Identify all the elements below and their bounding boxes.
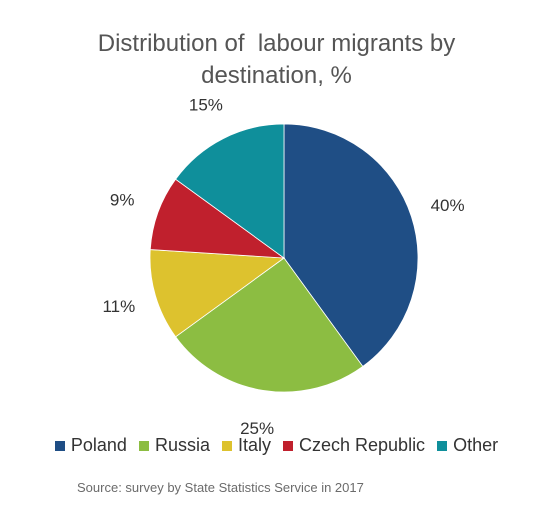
chart-title-line-2: destination, %	[201, 62, 352, 89]
legend-label: Russia	[154, 435, 210, 455]
legend-swatch	[221, 440, 232, 451]
data-label-russia: 25%	[240, 419, 274, 438]
legend-item-russia: Russia	[138, 435, 210, 456]
pie-slice-russia	[175, 257, 364, 393]
pie-slice-poland	[283, 123, 419, 367]
data-label-poland: 40%	[431, 196, 465, 215]
legend-label: Czech Republic	[299, 435, 426, 455]
legend-label: Poland	[70, 435, 127, 455]
legend-item-other: Other	[437, 435, 498, 456]
pie-slice-other	[175, 123, 285, 259]
pie-slice-italy	[149, 249, 286, 338]
chart-title-line-1: Distribution of labour migrants by	[97, 30, 456, 57]
legend-item-czech-republic: Czech Republic	[283, 435, 425, 456]
legend-label: Other	[453, 435, 499, 455]
legend-swatch	[283, 440, 293, 451]
source-note: Source: survey by State Statistics Servi…	[77, 480, 364, 495]
data-label-czech-republic: 9%	[110, 191, 135, 210]
chart-legend: Poland Russia Italy Czech Republic Other	[0, 435, 553, 456]
data-label-italy: 11%	[102, 297, 135, 316]
chart-title: Distribution of labour migrants by desti…	[0, 28, 553, 92]
legend-item-poland: Poland	[54, 435, 127, 456]
data-label-other: 15%	[189, 96, 223, 115]
legend-swatch	[54, 440, 65, 451]
legend-item-italy: Italy	[221, 435, 271, 456]
legend-label: Italy	[237, 435, 271, 455]
legend-swatch	[437, 440, 448, 451]
legend-swatch	[138, 440, 149, 451]
